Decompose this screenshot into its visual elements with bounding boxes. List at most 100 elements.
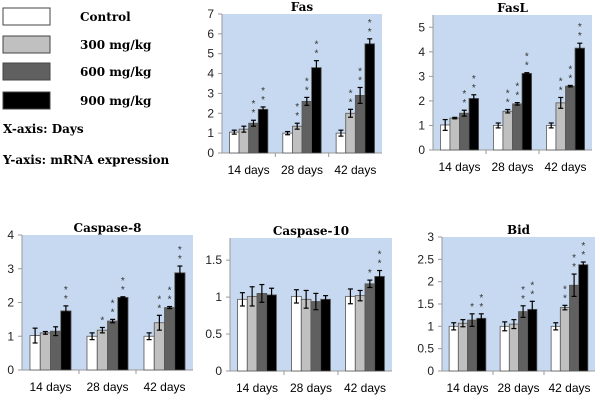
bar-2 (512, 103, 523, 151)
legend-label-600: 600 mg/kg (80, 65, 152, 79)
bar-1 (300, 298, 312, 372)
x-tick-label: 28 days (290, 381, 332, 395)
significance-star: * (295, 102, 299, 113)
x-tick-label: 28 days (497, 381, 539, 395)
bar-0 (345, 295, 356, 372)
significance-star: * (314, 49, 318, 60)
bar-3 (311, 67, 322, 154)
significance-star: * (121, 285, 125, 296)
bar-1 (246, 295, 258, 372)
panel-caspase-10: Caspase-10 0 0.5 1 1.5 14 days 28 days 42 days *… (205, 224, 392, 395)
significance-star: * (506, 98, 510, 109)
significance-star: * (305, 76, 309, 87)
y-tick-label: 0.5 (205, 327, 222, 341)
significance-star: * (261, 95, 265, 106)
significance-star: * (168, 295, 172, 306)
significance-star: * (295, 111, 299, 122)
significance-star: * (479, 293, 483, 304)
bar-0 (499, 325, 510, 372)
bar-3 (468, 98, 479, 151)
y-tick-label: 2 (418, 94, 425, 108)
legend-label-900: 900 mg/kg (80, 94, 152, 108)
y-tick-label: 2.5 (417, 252, 434, 266)
significance-star: * (530, 280, 534, 291)
bar-3 (320, 298, 331, 372)
bar-1 (508, 323, 519, 372)
y-tick-label: 1 (418, 118, 425, 132)
bar-3 (527, 308, 538, 372)
y-tick-label: 0 (418, 143, 425, 157)
significance-star: * (470, 302, 474, 313)
x-tick-label: 42 days (143, 380, 185, 394)
significance-star: * (568, 73, 572, 84)
bar-0 (143, 335, 155, 371)
x-tick-label: 14 days (446, 381, 488, 395)
significance-star: * (168, 286, 172, 297)
significance-star: * (515, 82, 519, 93)
significance-star: * (100, 315, 104, 326)
y-tick-label: 1.5 (205, 253, 222, 267)
x-tick-label: 14 days (438, 160, 480, 174)
bar-3 (364, 43, 375, 154)
x-tick-label: 14 days (228, 163, 270, 177)
significance-star: * (581, 241, 585, 252)
bar-0 (550, 325, 561, 372)
significance-star: * (559, 76, 563, 87)
y-axis-note: Y-axis: mRNA expression (2, 153, 170, 167)
y-tick-label: 3 (7, 262, 14, 276)
y-tick-label: 2 (427, 275, 434, 289)
y-tick-label: 3 (427, 230, 434, 244)
bar-2 (518, 311, 529, 372)
y-tick-label: 7 (207, 7, 214, 21)
bar-1 (559, 307, 570, 372)
bar-3 (174, 272, 186, 371)
legend-swatch-300 (2, 35, 51, 54)
significance-star: * (157, 303, 161, 314)
bar-2 (50, 330, 62, 371)
bar-2 (256, 293, 268, 372)
significance-star: * (479, 302, 483, 313)
chart-title: Bid (507, 223, 531, 237)
bar-0 (291, 295, 302, 372)
bar-2 (565, 85, 576, 151)
bar-2 (107, 320, 119, 371)
significance-star: * (521, 294, 525, 305)
y-tick-label: 4 (207, 67, 214, 81)
y-tick-label: 2 (7, 296, 14, 310)
x-tick-label: 28 days (281, 163, 323, 177)
y-tick-label: 1.5 (417, 297, 434, 311)
significance-star: * (368, 27, 372, 38)
y-tick-label: 0 (207, 146, 214, 160)
x-tick-label: 28 days (491, 160, 533, 174)
bar-2 (569, 284, 580, 372)
x-tick-label: 42 days (334, 163, 376, 177)
significance-star: * (572, 262, 576, 273)
bar-1 (39, 332, 51, 371)
bar-3 (60, 310, 72, 371)
y-tick-label: 0 (215, 364, 222, 378)
bar-3 (574, 47, 585, 151)
legend-swatch-600 (2, 62, 51, 81)
significance-star: * (563, 293, 567, 304)
significance-star: * (525, 52, 529, 63)
bar-0 (493, 125, 504, 151)
significance-star: * (349, 97, 353, 108)
significance-star: * (462, 89, 466, 100)
bar-0 (448, 325, 459, 372)
significance-star: * (559, 85, 563, 96)
bar-2 (354, 95, 366, 154)
y-tick-label: 6 (207, 27, 214, 41)
significance-star: * (578, 22, 582, 33)
bar-3 (521, 73, 532, 151)
bar-0 (237, 298, 248, 372)
bar-3 (117, 297, 129, 371)
bar-1 (449, 117, 460, 151)
y-tick-label: 1 (427, 319, 434, 333)
significance-star: * (462, 98, 466, 109)
x-axis-note: X-axis: Days (3, 122, 84, 136)
bar-1 (291, 125, 303, 154)
significance-star: * (378, 259, 382, 270)
bar-1 (96, 329, 108, 371)
